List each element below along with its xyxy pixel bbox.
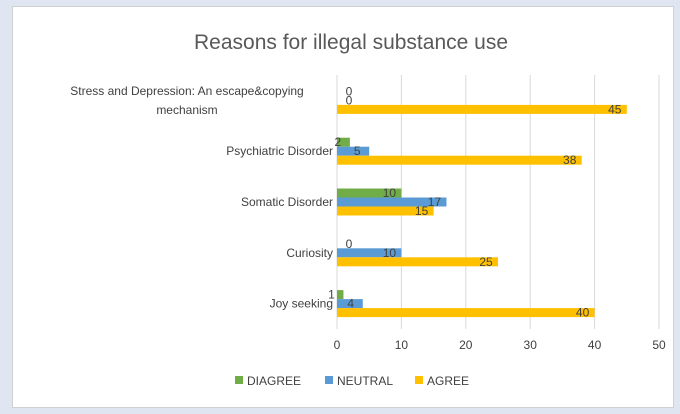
data-label: 2 xyxy=(335,135,342,149)
bar-agree xyxy=(337,308,595,318)
category-label: Somatic Disorder xyxy=(241,195,333,209)
x-tick-label: 20 xyxy=(459,338,473,352)
data-label: 4 xyxy=(347,297,354,311)
bars xyxy=(337,104,627,318)
x-axis-ticks: 0 10 20 30 40 50 xyxy=(334,338,666,352)
data-label: 45 xyxy=(608,102,622,116)
data-label: 40 xyxy=(576,306,590,320)
legend-swatch-neutral xyxy=(325,376,333,384)
x-tick-label: 40 xyxy=(588,338,602,352)
category-label: Psychiatric Disorder xyxy=(226,144,333,158)
chart-title: Reasons for illegal substance use xyxy=(194,31,508,54)
bar-neutral xyxy=(337,248,402,258)
category-label: mechanism xyxy=(156,103,217,117)
data-label: 15 xyxy=(415,204,429,218)
bar-diagree xyxy=(337,137,350,147)
legend-swatch-diagree xyxy=(235,376,243,384)
data-label: 5 xyxy=(354,144,361,158)
bar-neutral xyxy=(337,197,447,207)
bar-chart: Reasons for illegal substance use 14 40 0 1… xyxy=(70,31,666,388)
chart-frame: Reasons for illegal substance use 1 4 40 0 1… xyxy=(12,6,674,408)
bar-diagree xyxy=(337,188,402,198)
category-label: Joy seeking xyxy=(270,297,333,311)
data-label: 17 xyxy=(428,195,442,209)
data-label: 25 xyxy=(479,255,493,269)
bar-diagree xyxy=(337,290,344,300)
data-label: 10 xyxy=(383,186,397,200)
data-label: 0 xyxy=(346,84,353,98)
bar-agree xyxy=(337,104,627,114)
x-tick-label: 0 xyxy=(334,338,341,352)
legend: DIAGREE NEUTRAL AGREE xyxy=(235,374,469,388)
category-label: Curiosity xyxy=(286,246,333,260)
category-labels: Joy seeking Curiosity Somatic Disorder Psyc… xyxy=(70,84,333,311)
legend-label-diagree: DIAGREE xyxy=(247,374,301,388)
bar-agree xyxy=(337,155,582,165)
data-label: 0 xyxy=(346,93,353,107)
data-label: 38 xyxy=(563,153,577,167)
data-label: 10 xyxy=(383,246,397,260)
bar-neutral xyxy=(337,299,363,309)
legend-label-agree: AGREE xyxy=(427,374,469,388)
legend-swatch-agree xyxy=(415,376,423,384)
gridlines xyxy=(336,75,660,329)
legend-label-neutral: NEUTRAL xyxy=(337,374,393,388)
bar-agree xyxy=(337,206,434,216)
bar-neutral xyxy=(337,146,370,156)
bar-agree xyxy=(337,257,498,267)
x-tick-label: 30 xyxy=(524,338,538,352)
x-tick-label: 50 xyxy=(652,338,666,352)
x-tick-label: 10 xyxy=(395,338,409,352)
category-label: Stress and Depression: An escape&copying xyxy=(70,84,303,98)
data-label: 0 xyxy=(346,237,353,251)
data-label: 1 xyxy=(328,288,335,302)
